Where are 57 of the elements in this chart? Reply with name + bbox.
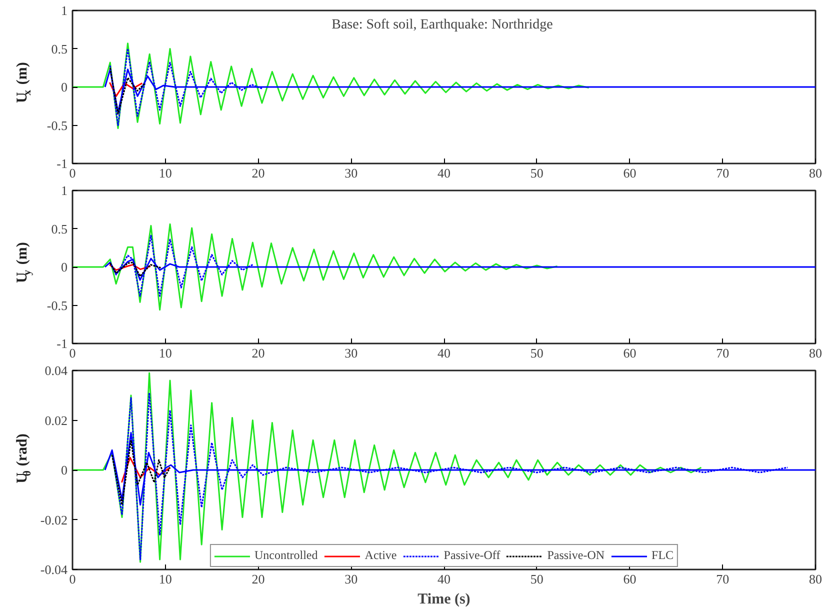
x-tick-label: 10 [158,166,172,180]
x-tick-label: 30 [344,346,358,360]
y-tick-label: -1 [56,336,68,351]
legend-label: Active [364,548,397,563]
line-series [109,67,146,115]
x-tick-label: 40 [438,572,450,586]
line-series [109,262,162,277]
y-tick-label: 0 [61,462,68,478]
x-tick-label: 40 [438,346,450,360]
x-tick-label: 60 [623,346,636,360]
x-tick-label: 50 [530,166,544,180]
legend-label: Passive-Off [444,548,500,563]
x-tick-label: 10 [158,572,172,586]
y-tick-label: -0.04 [40,562,68,577]
x-tick-label: 80 [809,572,822,586]
x-tick-label: 80 [809,166,822,180]
x-tick-label: 70 [716,346,730,360]
x-tick-label: 60 [623,572,636,586]
annotation: Base: Soft soil, Earthquake: Northridge [332,18,553,32]
x-tick-label: 20 [252,166,265,180]
y-tick-label: 1 [61,183,68,198]
x-tick-label: 50 [530,572,544,586]
y-tick-label: 1 [61,3,68,18]
x-tick-label: 30 [344,166,358,180]
line-series [111,439,171,506]
x-tick-label: 50 [530,346,544,360]
y-tick-label: -0.5 [46,298,68,313]
line-series [72,223,558,311]
y-tick-label: -0.5 [46,118,68,133]
legend-label: Passive-ON [547,548,605,563]
line-series [108,82,143,97]
legend-label: FLC [652,548,674,563]
y-tick-label: 0.02 [44,412,68,428]
x-tick-label: 70 [716,572,730,586]
legend-label: Uncontrolled [254,548,318,563]
x-tick-label: 20 [252,346,265,360]
x-tick-label: 20 [252,572,265,586]
x-axis-title: Time (s) [418,592,470,608]
line-series [72,42,590,130]
y-axis-title: Ux (m) [14,62,34,103]
y-tick-label: 0.04 [44,363,68,378]
y-tick-label: -1 [56,156,68,171]
y-tick-label: -0.02 [40,512,68,528]
x-tick-label: 40 [438,166,450,180]
x-tick-label: 10 [158,346,172,360]
y-tick-label: 0.5 [51,221,68,236]
y-axis-title: Uy (m) [14,242,34,283]
line-series [120,456,171,484]
y-tick-label: 0 [61,260,68,274]
x-tick-label: 60 [623,166,636,180]
y-tick-label: 0 [61,80,68,94]
y-tick-label: 0.5 [51,41,68,56]
y-axis-title: Uθ (rad) [14,434,34,484]
x-tick-label: 80 [809,346,822,360]
x-tick-label: 30 [344,572,358,586]
x-tick-label: 70 [716,166,730,180]
line-series [72,372,702,563]
